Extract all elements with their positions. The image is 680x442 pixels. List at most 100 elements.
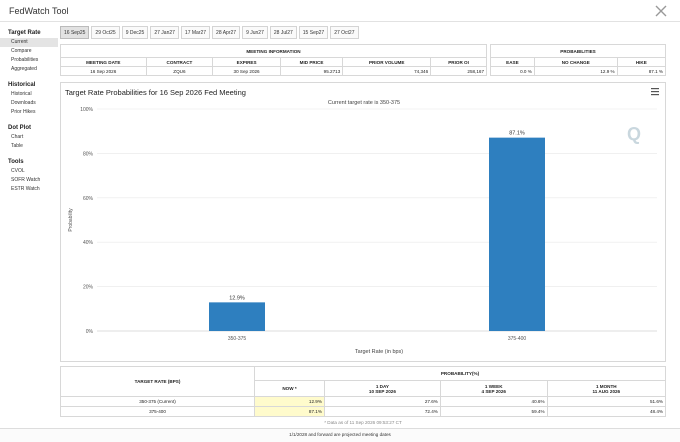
- projected-dates-note: 1/1/2028 and forward are projected meeti…: [0, 428, 680, 442]
- y-tick-label: 80%: [83, 151, 94, 157]
- bar-data-label: 87.1%: [509, 131, 525, 137]
- tab-28-apr27[interactable]: 28 Apr27: [212, 26, 241, 39]
- tab-27-jan27[interactable]: 27 Jan27: [150, 26, 179, 39]
- tab-9-dec25[interactable]: 9 Dec25: [121, 26, 149, 39]
- probability-cell: 12.9%: [254, 396, 325, 407]
- period-label: 1 DAY: [375, 383, 389, 389]
- probability-value: 0.0 %: [490, 66, 535, 76]
- sidebar: Target Rate Current Compare Probabilities Ag…: [0, 22, 58, 442]
- sidebar-item-chart[interactable]: Chart: [11, 134, 24, 140]
- sidebar-section-title: Tools: [8, 159, 24, 165]
- probability-cell: 48.4%: [546, 406, 667, 417]
- probability-value: 87.1 %: [616, 66, 667, 76]
- meeting-info-column-header: EXPIRES: [212, 57, 281, 67]
- title-bar: FedWatch Tool: [0, 0, 680, 22]
- probability-chart: Target Rate Probabilities for 16 Sep 202…: [65, 88, 659, 355]
- tab-16-sep25[interactable]: 16 Sep25: [60, 26, 90, 39]
- probability-cell: 87.1%: [254, 406, 325, 417]
- chart-subtitle: Current target rate is 350-375: [328, 100, 400, 106]
- meeting-info-column-header: PRIOR VOLUME: [342, 57, 432, 67]
- hamburger-menu-icon[interactable]: [651, 88, 659, 96]
- probability-value: 12.9 %: [533, 66, 618, 76]
- probability-cell: 27.6%: [323, 396, 441, 407]
- meeting-information-table: MEETING INFORMATION MEETING DATE CONTRACT…: [60, 44, 487, 76]
- probability-cell: 72.4%: [323, 406, 441, 417]
- sidebar-section-title: Dot Plot: [8, 125, 31, 131]
- meeting-info-column-header: PRIOR OI: [430, 57, 487, 67]
- period-date: 4 SEP 2026: [481, 388, 506, 394]
- x-tick-label: 350-375: [228, 336, 247, 342]
- meeting-info-value: 30 Sep 2026: [212, 66, 281, 76]
- meeting-date-tabs: 16 Sep25 29 Oct25 9 Dec25 27 Jan27 17 Mar27 2…: [60, 26, 359, 40]
- sidebar-item-historical[interactable]: Historical: [11, 91, 32, 97]
- tab-15-sep27[interactable]: 15 Sep27: [298, 26, 329, 39]
- meeting-info-value: 16 Sep 2026: [60, 66, 147, 76]
- sidebar-item-prior-hikes[interactable]: Prior Hikes: [11, 109, 36, 115]
- meeting-information-heading: MEETING INFORMATION: [60, 44, 487, 58]
- period-label: 1 WEEK: [484, 383, 503, 389]
- target-rate-cell: 375-400: [60, 406, 255, 417]
- table-row: 375-400 87.1% 72.4% 59.4% 48.4%: [60, 406, 667, 417]
- data-timestamp-footnote: * Data as of 11 Sep 2026 09:53:27 CT: [324, 420, 402, 425]
- y-tick-label: 0%: [86, 329, 94, 335]
- q-logo-icon: Q: [627, 124, 641, 144]
- sidebar-item-current[interactable]: Current: [0, 38, 58, 47]
- meeting-info-value: 258,167: [430, 66, 487, 76]
- sidebar-section-title: Historical: [8, 82, 36, 88]
- period-date: 10 SEP 2026: [368, 388, 396, 394]
- tab-29-oct25[interactable]: 29 Oct25: [91, 26, 120, 39]
- probability-cell: 40.6%: [439, 396, 548, 407]
- y-tick-label: 40%: [83, 240, 94, 246]
- period-header: NOW *: [254, 380, 325, 397]
- sidebar-item-estr-watch[interactable]: ESTR Watch: [11, 186, 40, 192]
- svg-text:Q: Q: [627, 124, 641, 144]
- sidebar-item-probabilities[interactable]: Probabilities: [11, 57, 39, 63]
- probability-cell: 59.4%: [439, 406, 548, 417]
- probability-column-header: NO CHANGE: [533, 57, 618, 67]
- meeting-info-value: 74,346: [342, 66, 432, 76]
- sidebar-section-title: Target Rate: [8, 30, 41, 36]
- x-icon[interactable]: [654, 4, 668, 18]
- chart-title: Target Rate Probabilities for 16 Sep 202…: [65, 88, 246, 97]
- sidebar-item-aggregated[interactable]: Aggregated: [11, 66, 37, 72]
- probability-column-header: EASE: [490, 57, 535, 67]
- meeting-info-value: 95.2713: [279, 66, 344, 76]
- probability-column-header: HIKE: [616, 57, 667, 67]
- sidebar-section-target-rate: Target Rate Current Compare Probabilities Ag…: [0, 30, 58, 74]
- sidebar-section-historical: Historical Historical Downloads Prior Hikes: [0, 82, 58, 117]
- tab-9-jun27[interactable]: 9 Jun27: [242, 26, 268, 39]
- target-rate-cell: 350-375 (Current): [60, 396, 255, 407]
- table-row: 350-375 (Current) 12.9% 27.6% 40.6% 51.6%: [60, 396, 667, 407]
- meeting-info-column-header: MEETING DATE: [60, 57, 147, 67]
- y-tick-label: 100%: [80, 107, 93, 113]
- chart-panel: Target Rate Probabilities for 16 Sep 202…: [60, 82, 666, 362]
- y-axis-label: Probability: [68, 208, 74, 232]
- tab-27-oct27[interactable]: 27 Oct27: [330, 26, 359, 39]
- tab-17-mar27[interactable]: 17 Mar27: [180, 26, 211, 39]
- x-axis-label: Target Rate (in bps): [355, 349, 403, 355]
- tab-28-jul27[interactable]: 28 Jul27: [269, 26, 297, 39]
- sidebar-section-tools: Tools CVOL SOFR Watch ESTR Watch: [0, 159, 58, 194]
- probability-header: PROBABILITY(%): [254, 366, 666, 381]
- meeting-info-column-header: MID PRICE: [279, 57, 344, 67]
- bar-375-400[interactable]: [489, 137, 545, 331]
- probabilities-table: PROBABILITIES EASE NO CHANGE HIKE 0.0 % 12.…: [490, 44, 667, 76]
- y-tick-label: 20%: [83, 285, 94, 291]
- probability-summary-table: TARGET RATE (BPS) PROBABILITY(%) NOW * 1 …: [60, 366, 667, 417]
- sidebar-item-table[interactable]: Table: [11, 143, 23, 149]
- sidebar-item-cvol[interactable]: CVOL: [11, 168, 25, 174]
- target-rate-header: TARGET RATE (BPS): [60, 366, 255, 397]
- x-tick-label: 375-400: [508, 336, 527, 342]
- period-label: NOW *: [282, 386, 297, 391]
- app-title: FedWatch Tool: [9, 6, 69, 16]
- period-date: 11 AUG 2026: [592, 388, 621, 394]
- bar-data-label: 12.9%: [229, 295, 245, 301]
- meeting-info-column-header: CONTRACT: [145, 57, 214, 67]
- bar-350-375[interactable]: [209, 302, 265, 331]
- period-header: 1 MONTH 11 AUG 2026: [546, 380, 667, 397]
- sidebar-item-sofr-watch[interactable]: SOFR Watch: [11, 177, 41, 183]
- probability-cell: 51.6%: [546, 396, 667, 407]
- sidebar-item-downloads[interactable]: Downloads: [11, 100, 36, 106]
- sidebar-item-compare[interactable]: Compare: [11, 48, 32, 54]
- period-header: 1 DAY 10 SEP 2026: [323, 380, 441, 397]
